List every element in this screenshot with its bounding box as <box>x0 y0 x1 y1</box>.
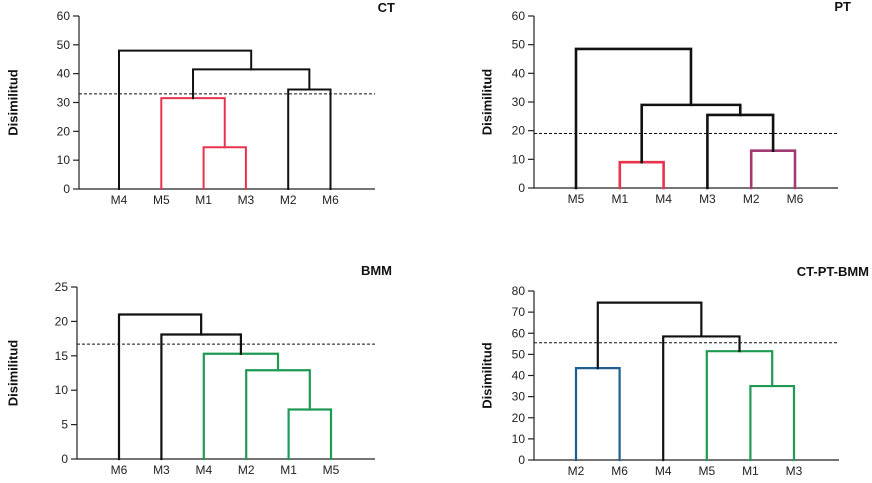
leaf-label: M4 <box>655 464 672 478</box>
dendrogram-panel-ct: 0 10 20 30 40 50 60 CT Disimilitud M4 M5 M1 M3 M2 M6 <box>5 0 395 207</box>
y-tick-label: 70 <box>512 305 526 319</box>
y-tick-label: 0 <box>518 181 525 195</box>
y-tick-label: 60 <box>57 9 71 23</box>
y-tick-label: 10 <box>512 432 526 446</box>
leaf-label: M4 <box>655 192 672 206</box>
y-tick-label: 40 <box>512 369 526 383</box>
y-tick-label: 15 <box>55 349 69 363</box>
y-tick-label: 0 <box>61 452 68 466</box>
dendrogram-link <box>202 146 247 190</box>
leaf-label: M6 <box>611 464 628 478</box>
dendrogram-link <box>245 369 311 461</box>
leaf-label: M6 <box>111 463 128 477</box>
dendrogram-link <box>749 149 797 190</box>
leaf-label: M1 <box>280 463 297 477</box>
y-tick-label: 0 <box>63 182 70 196</box>
leaf-label: M3 <box>238 193 255 207</box>
leaf-label: M2 <box>743 192 760 206</box>
dendrogram-panel-pt: 0 10 20 30 40 50 60 PT Disimilitud M5 M1 M4 M3 M2 M6 <box>479 0 851 206</box>
chart-title: BMM <box>361 263 392 278</box>
chart-title: CT <box>378 0 395 15</box>
leaf-label: M3 <box>699 192 716 206</box>
y-tick-label: 80 <box>512 284 526 298</box>
leaf-label: M5 <box>323 463 340 477</box>
dendrogram-link <box>749 384 796 462</box>
y-tick-label: 10 <box>57 153 71 167</box>
y-axis-label: Disimilitud <box>479 342 494 409</box>
leaf-label: M6 <box>787 192 804 206</box>
dendrogram-link <box>574 47 693 190</box>
leaf-label: M2 <box>280 193 297 207</box>
dendrogram-link <box>287 88 332 190</box>
y-tick-label: 50 <box>57 38 71 52</box>
y-tick-label: 30 <box>512 390 526 404</box>
y-tick-label: 25 <box>55 280 69 294</box>
y-tick-label: 20 <box>57 124 71 138</box>
y-tick-label: 0 <box>518 453 525 467</box>
leaf-label: M2 <box>568 464 585 478</box>
dendrogram-link <box>662 335 741 462</box>
leaf-label: M4 <box>111 193 128 207</box>
y-tick-label: 50 <box>512 347 526 361</box>
leaf-label: M5 <box>568 192 585 206</box>
y-axis-label: Disimilitud <box>479 69 494 136</box>
y-tick-label: 10 <box>512 152 526 166</box>
leaf-label: M6 <box>322 193 339 207</box>
dendrogram-link <box>705 350 774 462</box>
y-tick-label: 60 <box>512 326 526 340</box>
chart-title: PT <box>834 0 851 14</box>
dendrogram-link <box>618 160 665 190</box>
y-tick-label: 30 <box>512 95 526 109</box>
dendrogram-link <box>117 313 203 461</box>
y-tick-label: 20 <box>512 124 526 138</box>
y-tick-label: 30 <box>57 96 71 110</box>
leaf-label: M5 <box>153 193 170 207</box>
y-axis-label: Disimilitud <box>5 340 20 407</box>
leaf-label: M1 <box>195 193 212 207</box>
leaf-label: M3 <box>786 464 803 478</box>
dendrogram-link <box>118 49 253 190</box>
y-tick-label: 5 <box>61 418 68 432</box>
leaf-label: M1 <box>611 192 628 206</box>
y-tick-label: 50 <box>512 38 526 52</box>
leaf-label: M1 <box>742 464 759 478</box>
dendrogram-link <box>287 408 333 461</box>
dendrogram-link <box>596 301 703 370</box>
leaf-label: M3 <box>153 463 170 477</box>
dendrogram-link <box>574 367 621 462</box>
y-tick-label: 20 <box>55 314 69 328</box>
y-tick-label: 40 <box>57 67 71 81</box>
y-tick-label: 10 <box>55 383 69 397</box>
leaf-label: M2 <box>238 463 255 477</box>
y-tick-label: 40 <box>512 66 526 80</box>
dendrogram-link <box>160 97 226 190</box>
dendrogram-panel-ct-pt-bmm: 0 10 20 30 40 50 60 70 80 CT-PT-BMM Disimilitud M2 M… <box>479 264 869 478</box>
y-tick-label: 60 <box>512 9 526 23</box>
leaf-label: M5 <box>698 464 715 478</box>
chart-title: CT-PT-BMM <box>797 264 869 279</box>
y-axis-label: Disimilitud <box>5 69 20 136</box>
y-tick-label: 20 <box>512 411 526 425</box>
dendrogram-panel-bmm: 0 5 10 15 20 25 BMM Disimilitud M6 M3 M4 M2 M1 M5 <box>5 263 392 477</box>
leaf-label: M4 <box>195 463 212 477</box>
